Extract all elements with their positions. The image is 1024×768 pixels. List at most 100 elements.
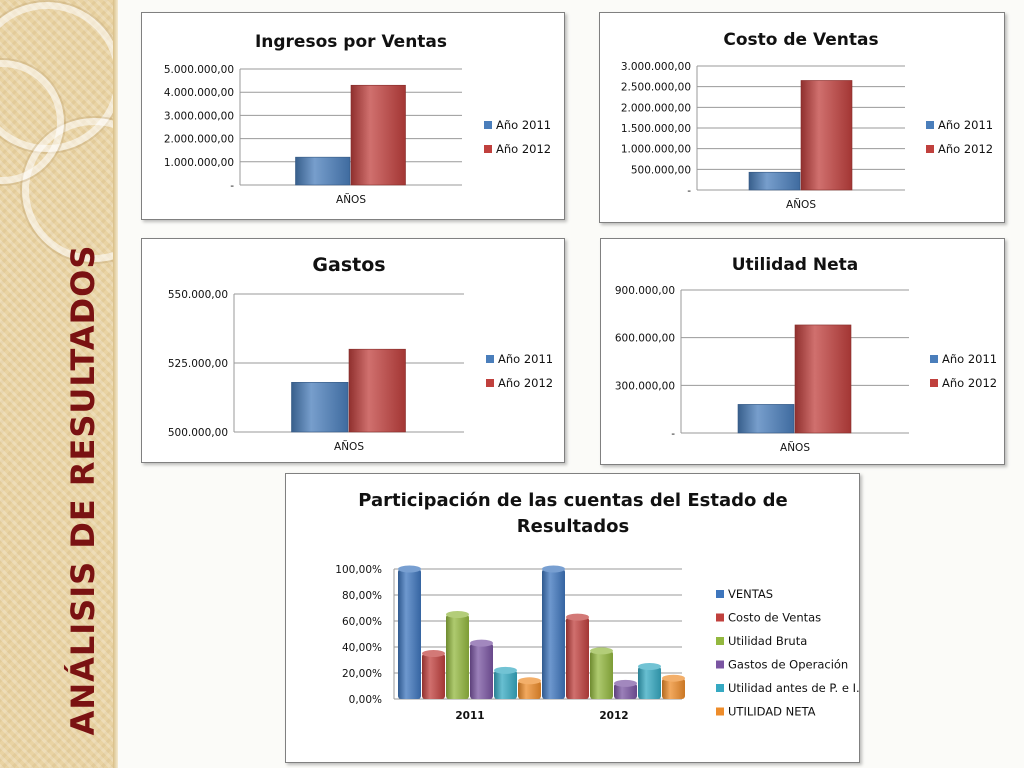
legend-label: Utilidad antes de P. e I. (728, 681, 859, 695)
bar-ventas (398, 569, 421, 699)
legend-swatch (930, 379, 938, 387)
bar-cap (494, 666, 517, 674)
legend-label: VENTAS (728, 587, 773, 601)
y-tick-label: 60,00% (342, 616, 382, 628)
y-tick-label: 2.000.000,00 (621, 102, 691, 114)
legend-swatch (930, 355, 938, 363)
chart-title: Costo de Ventas (723, 30, 878, 50)
chart-utilidad-neta: Utilidad Neta - 300.000,00 600.000,00 900.00… (600, 238, 1005, 465)
bar-año-2012 (794, 324, 852, 434)
legend-label: Año 2011 (496, 118, 551, 132)
legend-label: Utilidad Bruta (728, 634, 807, 648)
bar-cap (662, 674, 685, 682)
decorative-side-panel (0, 0, 113, 768)
y-tick-label: 100,00% (335, 564, 382, 576)
legend-label: Costo de Ventas (728, 611, 821, 625)
y-tick-label: 40,00% (342, 642, 382, 654)
bar-utilidad-neta (662, 678, 685, 699)
y-tick-label: - (671, 428, 675, 440)
side-border (113, 0, 118, 768)
legend-label: UTILIDAD NETA (728, 705, 816, 719)
bar-cap (566, 613, 589, 621)
chart-participacion: Participación de las cuentas del Estado … (285, 473, 860, 763)
chart-ingresos-svg: Ingresos por Ventas - 1.000.000,00 2.000.00… (164, 32, 551, 206)
y-tick-label: 900.000,00 (615, 285, 675, 297)
bar-cap (422, 650, 445, 657)
legend-label: Año 2011 (942, 352, 997, 366)
bar-año-2011 (748, 171, 801, 191)
bar-utilidad-antes-de-p-e-i- (638, 666, 661, 699)
bar-utilidad-neta (518, 680, 541, 699)
legend-swatch (926, 121, 934, 129)
bar-utilidad-bruta (446, 614, 469, 699)
y-tick-label: 500.000,00 (631, 164, 691, 176)
bar-utilidad-antes-de-p-e-i- (494, 670, 517, 699)
chart-costo-svg: Costo de Ventas - 500.000,00 1.000.000,00 1.… (621, 30, 993, 211)
legend-swatch (716, 637, 724, 645)
legend-swatch (484, 121, 492, 129)
x-category-label: AÑOS (334, 440, 364, 453)
bar-costo-de-ventas (566, 617, 589, 699)
legend-swatch (716, 613, 724, 622)
legend-label: Año 2012 (496, 142, 551, 156)
y-tick-label: 1.500.000,00 (621, 123, 691, 135)
chart-title: Gastos (312, 254, 385, 276)
bar-gastos-de-operaci-n (614, 683, 637, 699)
chart-gastos-svg: Gastos 500.000,00 525.000,00 550.000,00 AÑOS… (168, 254, 553, 453)
legend-label: Gastos de Operación (728, 658, 848, 672)
y-tick-label: 525.000,00 (168, 358, 228, 370)
chart-title: Ingresos por Ventas (255, 32, 447, 52)
y-tick-label: 600.000,00 (615, 333, 675, 345)
y-tick-label: 500.000,00 (168, 427, 228, 439)
y-tick-label: - (230, 180, 234, 192)
y-tick-label: 3.000.000,00 (164, 110, 234, 122)
bar-cap (518, 677, 541, 685)
legend-swatch (926, 145, 934, 153)
legend-label: Año 2011 (498, 352, 553, 366)
y-tick-label: 2.500.000,00 (621, 82, 691, 94)
legend-swatch (484, 145, 492, 153)
bar-año-2012 (800, 80, 853, 191)
legend-label: Año 2012 (498, 376, 553, 390)
legend-swatch (716, 684, 724, 692)
bar-cap (638, 663, 661, 670)
bar-año-2011 (737, 404, 795, 434)
bar-cap (614, 679, 637, 687)
legend-swatch (716, 660, 724, 669)
x-category-label: AÑOS (336, 193, 366, 206)
bar-cap (542, 565, 565, 573)
legend-swatch (486, 355, 494, 363)
bar-utilidad-bruta (590, 650, 613, 699)
legend-swatch (716, 590, 724, 598)
x-category-label: AÑOS (780, 441, 810, 454)
chart-costo-de-ventas: Costo de Ventas - 500.000,00 1.000.000,00 1.… (599, 12, 1005, 223)
bar-año-2011 (291, 382, 349, 433)
y-tick-label: 550.000,00 (168, 289, 228, 301)
bar-ventas (542, 569, 565, 699)
slide-title: ANÁLISIS DE RESULTADOS (64, 244, 102, 736)
chart-ingresos-por-ventas: Ingresos por Ventas - 1.000.000,00 2.000.00… (141, 12, 565, 220)
x-category-label: 2011 (455, 710, 484, 722)
y-tick-label: 80,00% (342, 590, 382, 602)
legend-swatch (486, 379, 494, 387)
bar-cap (470, 639, 493, 647)
bar-costo-de-ventas (422, 653, 445, 699)
bar-año-2012 (348, 348, 406, 433)
y-tick-label: 4.000.000,00 (164, 87, 234, 99)
y-tick-label: 20,00% (342, 668, 382, 680)
y-tick-label: 1.000.000,00 (621, 144, 691, 156)
bar-gastos-de-operaci-n (470, 643, 493, 699)
bar-cap (590, 647, 613, 655)
y-tick-label: 3.000.000,00 (621, 61, 691, 73)
legend-label: Año 2012 (938, 142, 993, 156)
x-category-label: 2012 (599, 710, 628, 722)
y-tick-label: 1.000.000,00 (164, 157, 234, 169)
y-tick-label: 2.000.000,00 (164, 134, 234, 146)
y-tick-label: 300.000,00 (615, 380, 675, 392)
y-tick-label: - (687, 185, 691, 197)
bar-año-2012 (350, 84, 406, 186)
bar-cap (398, 565, 421, 573)
chart-utilidad-svg: Utilidad Neta - 300.000,00 600.000,00 900.00… (615, 255, 997, 454)
y-tick-label: 5.000.000,00 (164, 64, 234, 76)
chart-participacion-svg: Participación de las cuentas del Estado … (335, 490, 859, 722)
